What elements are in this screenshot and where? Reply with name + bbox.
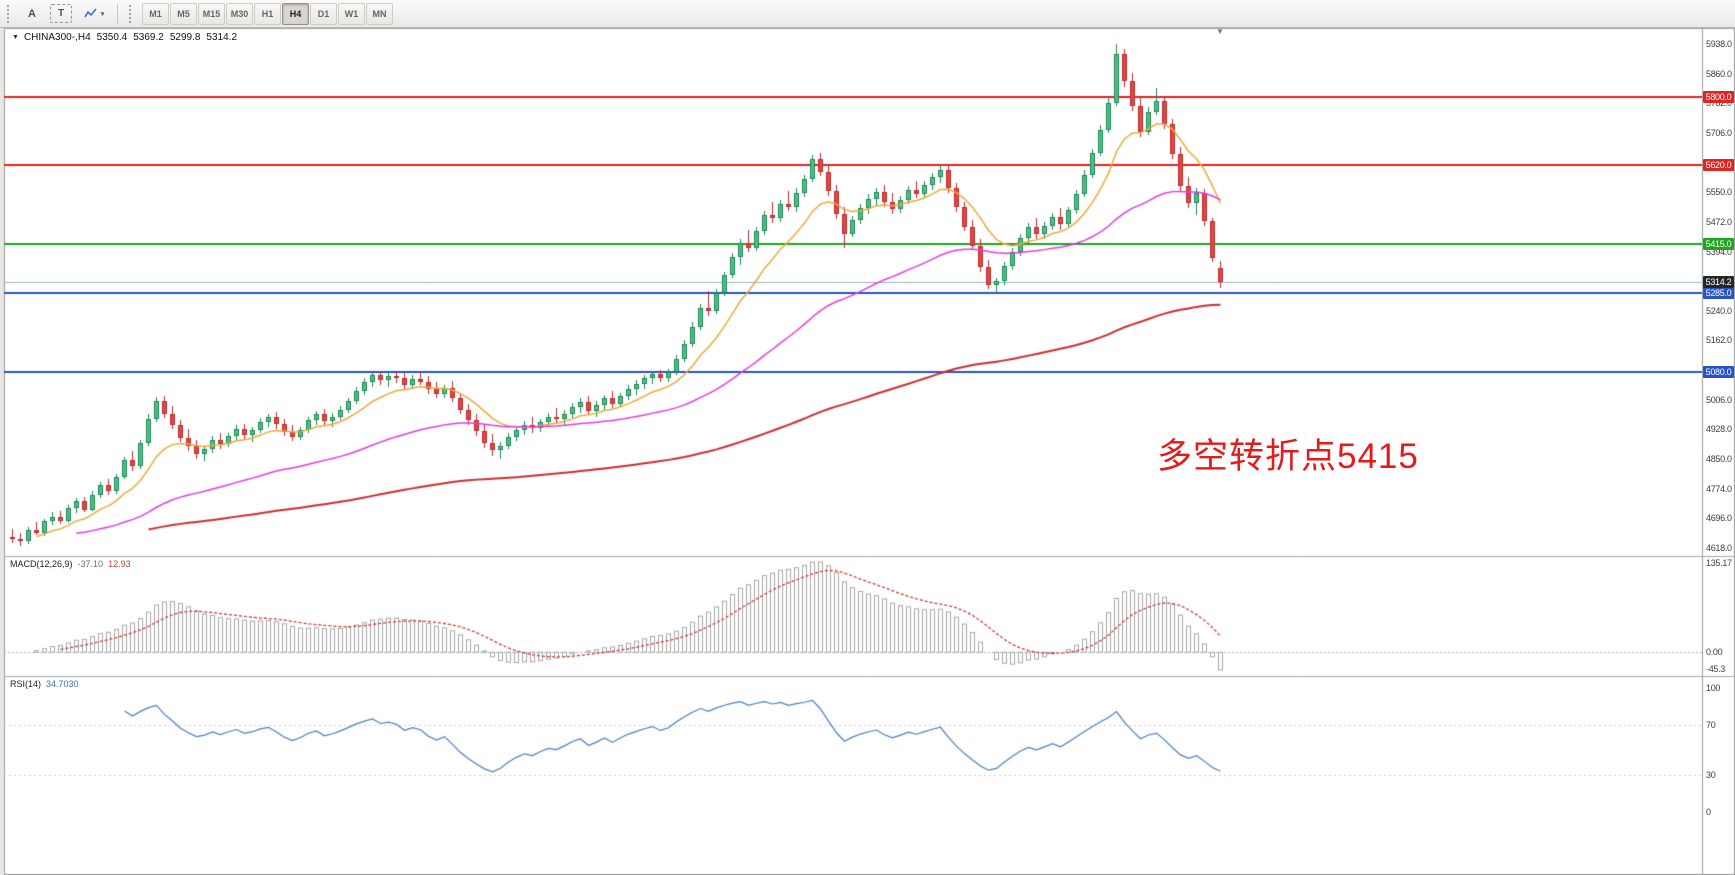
price-axis-label: 5394.0: [1706, 246, 1732, 257]
timeframe-button-w1[interactable]: W1: [338, 2, 365, 25]
price-axis-label: 5240.0: [1706, 305, 1732, 316]
macd-axis-zero-label: 0.00: [1706, 647, 1723, 658]
timeframe-button-m5[interactable]: M5: [170, 2, 197, 25]
hline-price-tag: 5285.0: [1703, 287, 1734, 300]
chevron-down-icon: ▾: [100, 10, 105, 18]
price-axis-label: 5938.0: [1706, 39, 1732, 49]
macd-axis-max-label: 135.17: [1706, 558, 1732, 568]
ohlc-high-value: 5369.2: [133, 32, 164, 43]
chart-menu-caret[interactable]: ▼: [12, 34, 19, 41]
price-axis-label: 5006.0: [1706, 394, 1732, 405]
price-axis-label: 4850.0: [1706, 454, 1732, 465]
macd-signal-value: 12.93: [108, 559, 131, 569]
price-axis-label: 5860.0: [1706, 68, 1732, 79]
price-axis-label: 4618.0: [1706, 543, 1732, 553]
chart-annotation-text[interactable]: 多空转折点5415: [1157, 437, 1419, 476]
top-toolbar: A T ▾ M1 M5 M15 M30 H1 H4 D1 W1 MN: [0, 0, 1735, 28]
current-price-tag: 5314.2: [1703, 276, 1734, 289]
macd-axis-min-label: -45.3: [1706, 664, 1726, 674]
chart-shift-marker[interactable]: ▼: [1216, 27, 1224, 36]
price-axis-label: 5162.0: [1706, 335, 1732, 346]
price-axis-label: 4774.0: [1706, 483, 1732, 494]
toolbar-gripper[interactable]: [7, 4, 14, 23]
chart-header: ▼ CHINA300-,H4 5350.4 5369.2 5299.8 5314…: [12, 32, 237, 43]
hline-price-tag: 5800.0: [1703, 90, 1734, 103]
macd-header: MACD(12,26,9) -37.10 12.93: [10, 559, 131, 569]
rsi-axis-label: 0: [1706, 807, 1711, 817]
macd-title: MACD(12,26,9): [10, 559, 73, 569]
text-tool-button[interactable]: T: [50, 4, 72, 23]
rsi-value: 34.7030: [46, 679, 79, 689]
rsi-axis-label: 30: [1706, 769, 1716, 780]
annotation-tool-button[interactable]: A: [28, 7, 36, 20]
price-axis-label: 5472.0: [1706, 216, 1732, 227]
zigzag-icon: [84, 7, 97, 17]
rsi-title: RSI(14): [10, 679, 42, 689]
timeframe-group: M1 M5 M15 M30 H1 H4 D1 W1 MN: [142, 2, 393, 25]
timeframe-button-mn[interactable]: MN: [366, 2, 393, 25]
hline-price-tag: 5620.0: [1703, 159, 1734, 172]
timeframe-button-m30[interactable]: M30: [226, 2, 253, 25]
price-axis-label: 5706.0: [1706, 127, 1732, 138]
rsi-axis-label: 100: [1706, 683, 1721, 693]
timeframe-button-m1[interactable]: M1: [142, 2, 169, 25]
timeframe-button-m15[interactable]: M15: [198, 2, 225, 25]
timeframe-button-h1[interactable]: H1: [254, 2, 281, 25]
chart-symbol-period: CHINA300-,H4: [23, 32, 91, 43]
price-axis-label: 5782.0: [1706, 98, 1732, 109]
price-axis-label: 5550.0: [1706, 187, 1732, 198]
ohlc-low-value: 5299.8: [169, 32, 201, 43]
timeframe-button-h4[interactable]: H4: [282, 2, 309, 25]
hline-price-tag: 5080.0: [1703, 365, 1734, 378]
timeframe-button-d1[interactable]: D1: [310, 2, 337, 25]
ohlc-open-value: 5350.4: [96, 32, 128, 43]
macd-main-value: -37.10: [77, 559, 104, 569]
price-axis-label: 4696.0: [1706, 513, 1732, 524]
toolbar-separator: [117, 3, 118, 24]
rsi-axis-label: 70: [1706, 720, 1716, 731]
indicator-tool-button[interactable]: ▾: [78, 2, 110, 25]
price-axis-label: 4928.0: [1706, 424, 1732, 435]
ohlc-close-value: 5314.2: [206, 32, 238, 43]
hline-price-tag: 5415.0: [1703, 237, 1734, 250]
rsi-header: RSI(14) 34.7030: [10, 679, 79, 689]
toolbar-gripper[interactable]: [129, 4, 136, 23]
